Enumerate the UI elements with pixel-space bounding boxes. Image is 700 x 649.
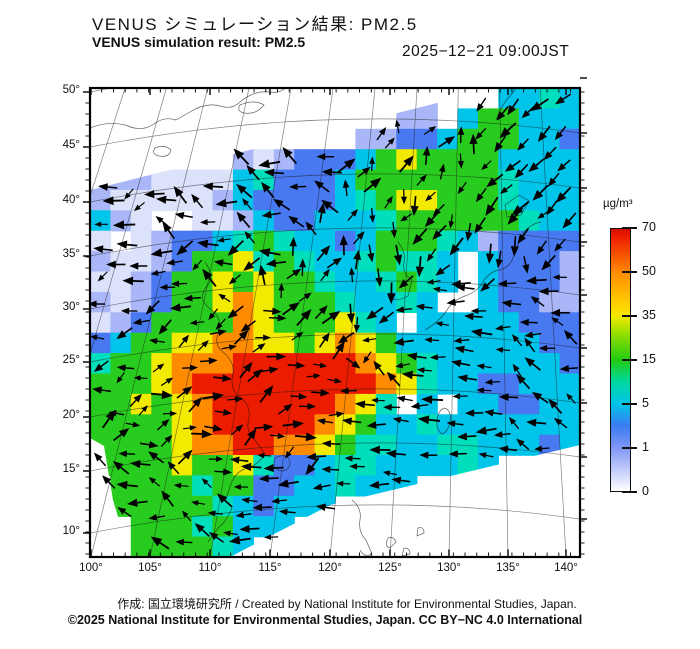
pm25-heatmap (90, 88, 580, 557)
tick-marks (83, 77, 587, 557)
colorbar-tick-label: 35 (642, 308, 656, 322)
lat-axis-label: 35° (62, 248, 80, 260)
page-title-en: VENUS simulation result: PM2.5 (92, 34, 306, 50)
lon-axis-label: 125° (378, 562, 402, 574)
lat-axis-label: 20° (62, 409, 80, 421)
footer-copyright: ©2025 National Institute for Environment… (67, 613, 583, 627)
lat-axis-label: 25° (62, 354, 80, 366)
colorbar-tick (622, 315, 637, 317)
lat-axis-label: 40° (62, 194, 80, 206)
colorbar-tick-label: 50 (642, 264, 656, 278)
lon-axis-label: 120° (318, 562, 342, 574)
colorbar-tick (622, 271, 637, 273)
coastlines (90, 88, 542, 557)
colorbar-tick (622, 447, 637, 449)
page-title-ja: VENUS シミュレーション結果: PM2.5 (92, 15, 418, 34)
lon-axis-label: 110° (198, 562, 222, 574)
colorbar-tick-label: 5 (642, 396, 649, 410)
colorbar-tick (622, 491, 637, 493)
colorbar-tick-label: 15 (642, 352, 656, 366)
colorbar-unit-label: µg/m³ (603, 198, 633, 210)
colorbar-tick-label: 1 (642, 440, 649, 454)
lon-axis-label: 105° (138, 562, 162, 574)
colorbar-tick-label: 70 (642, 220, 656, 234)
graticule (90, 88, 580, 557)
colorbar-tick (622, 227, 637, 229)
lat-axis-label: 10° (62, 525, 80, 537)
lon-axis-label: 115° (258, 562, 282, 574)
map-frame (83, 77, 587, 559)
lat-axis-label: 45° (62, 139, 80, 151)
datetime-label: 2025−12−21 09:00JST (402, 43, 570, 60)
lon-axis-label: 135° (496, 562, 520, 574)
footer-credit: 作成: 国立環境研究所 / Created by National Instit… (117, 597, 577, 611)
colorbar-tick (622, 359, 637, 361)
wind-arrows (90, 93, 578, 550)
lon-axis-label: 100° (79, 562, 103, 574)
lat-axis-label: 30° (62, 301, 80, 313)
lon-axis-label: 140° (554, 562, 578, 574)
lat-axis-label: 50° (62, 84, 80, 96)
colorbar-tick (622, 403, 637, 405)
lat-axis-label: 15° (62, 463, 80, 475)
lon-axis-label: 130° (437, 562, 461, 574)
colorbar-tick-label: 0 (642, 484, 649, 498)
